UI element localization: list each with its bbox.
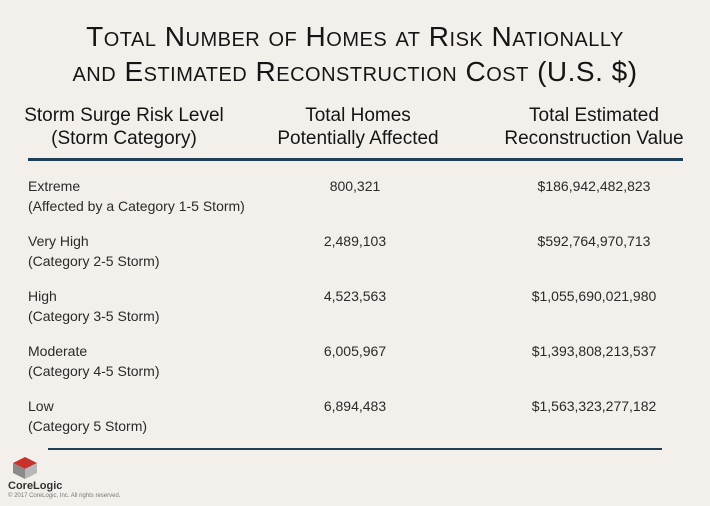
footer-divider — [48, 448, 662, 450]
total-homes-cell: 4,523,563 — [323, 288, 387, 304]
total-homes-cell: 6,894,483 — [323, 398, 387, 414]
total-homes-cell: 2,489,103 — [323, 233, 387, 249]
table-row: Very High (Category 2-5 Storm) 2,489,103… — [0, 231, 710, 281]
header-reconstruction-value-line-1: Total Estimated — [529, 105, 659, 126]
reconstruction-value-cell: $1,393,808,213,537 — [531, 343, 657, 359]
header-total-homes-line-2: Potentially Affected — [277, 128, 439, 149]
storm-category-label: (Affected by a Category 1-5 Storm) — [28, 198, 245, 214]
risk-level-label: Extreme — [28, 178, 81, 194]
header-risk-level-line-1: Storm Surge Risk Level — [24, 105, 224, 126]
corelogic-logo-icon — [13, 457, 37, 479]
brand-name: CoreLogic — [8, 480, 63, 492]
page-title-line-2: and Estimated Reconstruction Cost (U.S. … — [72, 56, 638, 87]
total-homes-cell: 6,005,967 — [323, 343, 387, 359]
reconstruction-value-cell: $186,942,482,823 — [537, 178, 651, 194]
risk-level-cell: Very High (Category 2-5 Storm) — [28, 231, 298, 271]
copyright-notice: © 2017 CoreLogic, Inc. All rights reserv… — [8, 493, 121, 499]
table-row: Moderate (Category 4-5 Storm) 6,005,967 … — [0, 341, 710, 391]
table-row: High (Category 3-5 Storm) 4,523,563 $1,0… — [0, 286, 710, 336]
header-reconstruction-value: Total Estimated Reconstruction Value — [480, 104, 708, 150]
header-total-homes-line-1: Total Homes — [305, 105, 411, 126]
header-risk-level: Storm Surge Risk Level (Storm Category) — [6, 104, 242, 150]
reconstruction-value-cell: $1,055,690,021,980 — [531, 288, 657, 304]
reconstruction-value-cell: $1,563,323,277,182 — [531, 398, 657, 414]
page-title-line-1: Total Number of Homes at Risk Nationally — [86, 21, 624, 52]
risk-level-cell: Low (Category 5 Storm) — [28, 396, 298, 436]
risk-level-label: Low — [28, 398, 54, 414]
storm-category-label: (Category 5 Storm) — [28, 418, 148, 434]
header-divider — [28, 158, 683, 161]
risk-level-label: Moderate — [28, 343, 88, 359]
storm-category-label: (Category 2-5 Storm) — [28, 253, 160, 269]
header-risk-level-line-2: (Storm Category) — [51, 128, 197, 149]
risk-level-cell: Moderate (Category 4-5 Storm) — [28, 341, 298, 381]
storm-category-label: (Category 3-5 Storm) — [28, 308, 160, 324]
header-total-homes: Total Homes Potentially Affected — [252, 104, 464, 150]
reconstruction-value-cell: $592,764,970,713 — [537, 233, 651, 249]
storm-category-label: (Category 4-5 Storm) — [28, 363, 160, 379]
table-row: Extreme (Affected by a Category 1-5 Stor… — [0, 176, 710, 226]
risk-level-cell: High (Category 3-5 Storm) — [28, 286, 298, 326]
total-homes-cell: 800,321 — [329, 178, 381, 194]
header-reconstruction-value-line-2: Reconstruction Value — [504, 128, 684, 149]
table-row: Low (Category 5 Storm) 6,894,483 $1,563,… — [0, 396, 710, 446]
risk-level-label: High — [28, 288, 57, 304]
risk-level-label: Very High — [28, 233, 89, 249]
risk-level-cell: Extreme (Affected by a Category 1-5 Stor… — [28, 176, 298, 216]
